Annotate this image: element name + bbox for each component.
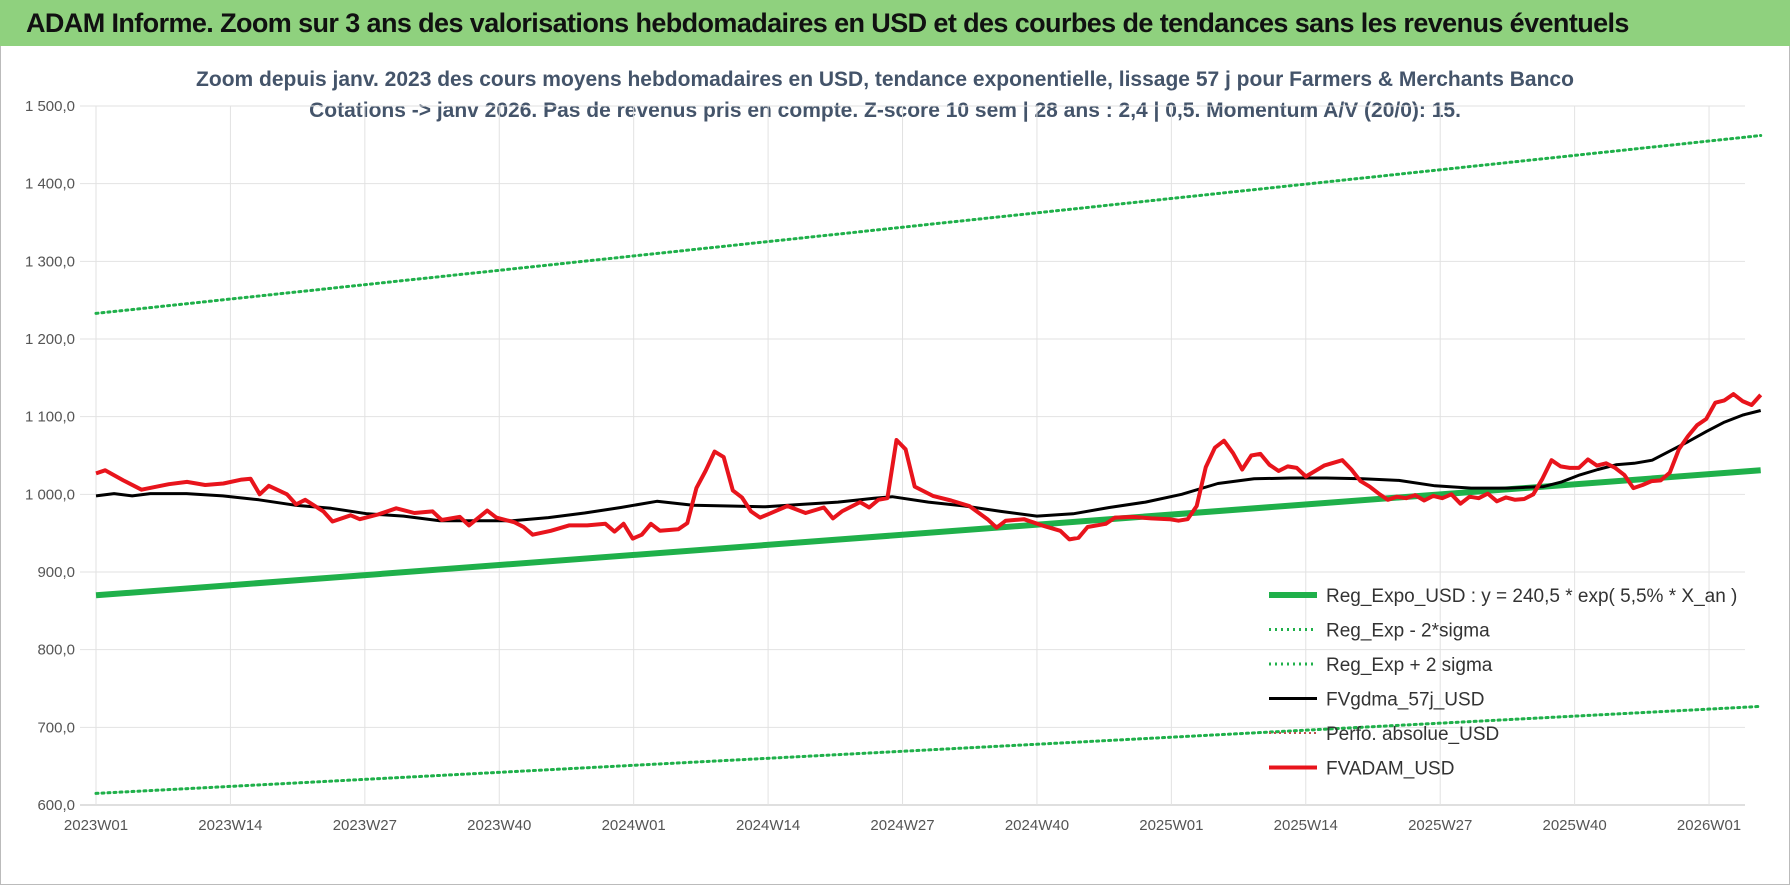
x-tick-label: 2025W01 [1139,817,1203,834]
x-tick-label: 2024W14 [736,817,800,834]
x-tick-label: 2025W40 [1543,817,1607,834]
x-tick-label: 2024W27 [870,817,934,834]
x-tick-label: 2023W40 [467,817,531,834]
legend-label: FVADAM_USD [1326,759,1454,780]
chart-svg: Zoom depuis janv. 2023 des cours moyens … [25,68,1763,834]
x-tick-label: 2023W14 [198,817,262,834]
legend-label: Reg_Exp + 2 sigma [1326,655,1493,676]
series-reg-minus-2sigma [94,704,1763,795]
legend-label: Reg_Exp - 2*sigma [1326,621,1490,642]
legend-label: Reg_Expo_USD : y = 240,5 * exp( 5,5% * X… [1326,586,1737,607]
grid-lines [80,105,1745,806]
x-axis-ticks: 2023W01 2023W14 2023W27 2023W40 2024W01 2024W… [64,817,1741,834]
series-fvgdma [95,409,1762,523]
series-lines [94,134,1763,795]
y-tick-label: 800,0 [37,642,75,659]
series-fvadam [95,392,1763,542]
x-tick-label: 2025W14 [1274,817,1338,834]
x-tick-label: 2025W27 [1408,817,1472,834]
x-tick-label: 2026W01 [1677,817,1741,834]
y-tick-label: 1 300,0 [25,253,75,270]
series-reg-expo [95,467,1761,599]
x-tick-label: 2024W40 [1005,817,1069,834]
y-tick-label: 1 500,0 [25,98,75,115]
x-tick-label: 2023W01 [64,817,128,834]
chart-frame: Zoom depuis janv. 2023 des cours moyens … [0,46,1790,885]
y-tick-label: 1 000,0 [25,486,75,503]
y-tick-label: 700,0 [37,719,75,736]
report-banner: ADAM Informe. Zoom sur 3 ans des valoris… [0,0,1790,47]
series-reg-plus-2sigma [94,134,1763,315]
legend-label: FVgdma_57j_USD [1326,690,1484,711]
x-tick-label: 2023W27 [333,817,397,834]
legend: Reg_Expo_USD : y = 240,5 * exp( 5,5% * X… [1269,586,1737,780]
chart-title-line-1: Zoom depuis janv. 2023 des cours moyens … [196,68,1574,91]
y-tick-label: 600,0 [37,797,75,814]
y-axis-ticks: 600,0 700,0 800,0 900,0 1 000,0 1 100,0 1 200,… [25,98,75,814]
legend-label: Perfo. absolue_USD [1326,724,1499,745]
x-tick-label: 2024W01 [602,817,666,834]
y-tick-label: 900,0 [37,564,75,581]
report-title: ADAM Informe. Zoom sur 3 ans des valoris… [26,8,1629,38]
y-tick-label: 1 100,0 [25,409,75,426]
y-tick-label: 1 400,0 [25,176,75,193]
chart-title-line-2: Cotations -> janv 2026. Pas de revenus p… [309,99,1461,122]
y-tick-label: 1 200,0 [25,331,75,348]
